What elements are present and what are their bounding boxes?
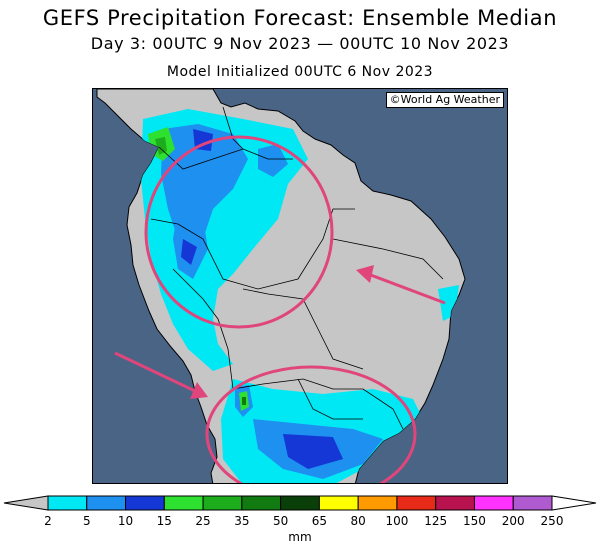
arrow-heads [190, 265, 374, 399]
south-highlight-circle [205, 365, 417, 483]
colorbar-segment [47, 495, 88, 511]
map-title: GEFS Precipitation Forecast: Ensemble Me… [42, 6, 558, 30]
colorbar-segment [396, 495, 437, 511]
colorbar-tick-label: 2 [44, 514, 52, 528]
colorbar-segment [86, 495, 127, 511]
colorbar-tick-label: 80 [350, 514, 366, 528]
colorbar-tick-label: 150 [463, 514, 486, 528]
southwest-arrow [114, 351, 196, 393]
colorbar-low-triangle [3, 495, 49, 511]
colorbar-tick-label: 35 [234, 514, 250, 528]
north-highlight-circle [144, 135, 334, 329]
colorbar-ticks: 2 5 10 15 25 35 50 65 80 100 125 150 200 250 [0, 514, 600, 530]
colorbar-tick-label: 125 [424, 514, 448, 528]
model-init-time: Model Initialized 00UTC 6 Nov 2023 [166, 64, 434, 80]
colorbar-segment [280, 495, 320, 511]
northeast-arrow [367, 272, 446, 305]
colorbar-segment [241, 495, 282, 511]
colorbar-tick-label: 250 [540, 514, 564, 528]
colorbar-tick-label: 100 [385, 514, 409, 528]
colorbar-segment [357, 495, 398, 511]
colorbar-tick-label: 50 [272, 514, 289, 528]
colorbar-segment [318, 495, 359, 511]
colorbar-tick-label: 10 [117, 514, 134, 528]
colorbar-segment [473, 495, 514, 511]
colorbar-tick-label: 15 [156, 514, 172, 528]
colorbar-tick-label: 5 [82, 514, 91, 528]
colorbar-tick-label: 25 [195, 514, 211, 528]
colorbar-segment [512, 495, 553, 511]
colorbar-segment [163, 495, 204, 511]
colorbar-high-triangle [551, 495, 597, 511]
colorbar-segment [125, 495, 165, 511]
precipitation-colorbar [3, 495, 597, 511]
colorbar-segment [435, 495, 475, 511]
precipitation-map: ©World Ag Weather [92, 88, 508, 484]
credit-label: ©World Ag Weather [385, 92, 504, 108]
colorbar-units: mm [288, 530, 312, 544]
colorbar-tick-label: 200 [501, 514, 525, 528]
colorbar-tick-label: 65 [311, 514, 328, 528]
precipitation-shading [141, 109, 459, 483]
colorbar-segment [202, 495, 243, 511]
forecast-period: Day 3: 00UTC 9 Nov 2023 — 00UTC 10 Nov 2… [90, 34, 510, 53]
highlight-annotations [114, 135, 446, 483]
